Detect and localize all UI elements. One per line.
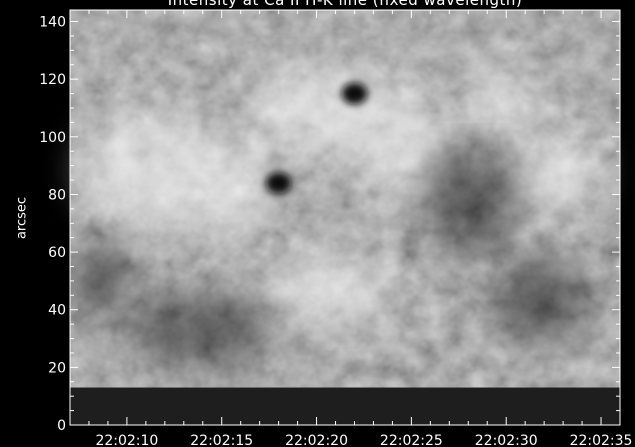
chart-title: Intensity at Ca II H-K line (fixed wavel… [167, 0, 523, 9]
x-tick-label: 22:02:10 [95, 433, 158, 447]
x-tick-label: 22:02:20 [285, 433, 348, 447]
dark-region [490, 260, 590, 340]
plage-region [80, 110, 220, 230]
y-tick-label: 140 [39, 15, 66, 31]
x-tick-label: 22:02:30 [475, 433, 538, 447]
pores [265, 82, 368, 194]
plot-frame [69, 9, 621, 426]
intensity-map [70, 10, 620, 425]
pore-marker [341, 82, 368, 105]
pore-marker [265, 171, 292, 194]
y-tick-label: 20 [48, 360, 66, 376]
y-tick-label: 40 [48, 303, 66, 319]
plage-region [190, 140, 270, 240]
bottom-dark-band [70, 387, 620, 425]
y-tick-label: 80 [48, 187, 66, 203]
y-tick-label: 120 [39, 72, 66, 88]
x-tick-label: 22:02:35 [570, 433, 633, 447]
dark-region [70, 240, 130, 320]
plage-regions [80, 65, 600, 325]
x-tick-label: 22:02:15 [190, 433, 253, 447]
y-tick-label: 100 [39, 130, 66, 146]
plage-region [270, 255, 390, 325]
dark-region [130, 295, 270, 365]
y-tick-label: 60 [48, 245, 66, 261]
y-tick-label: 0 [57, 418, 66, 434]
plage-region [465, 70, 535, 130]
plage-region [520, 130, 600, 210]
plage-region [355, 85, 445, 195]
dark-region [425, 145, 515, 255]
dark-regions [70, 145, 590, 365]
x-tick-label: 22:02:25 [380, 433, 443, 447]
axes: 0 20 40 60 80 100 120 140 22:02:10 22:02:15 22:02:… [39, 9, 633, 447]
